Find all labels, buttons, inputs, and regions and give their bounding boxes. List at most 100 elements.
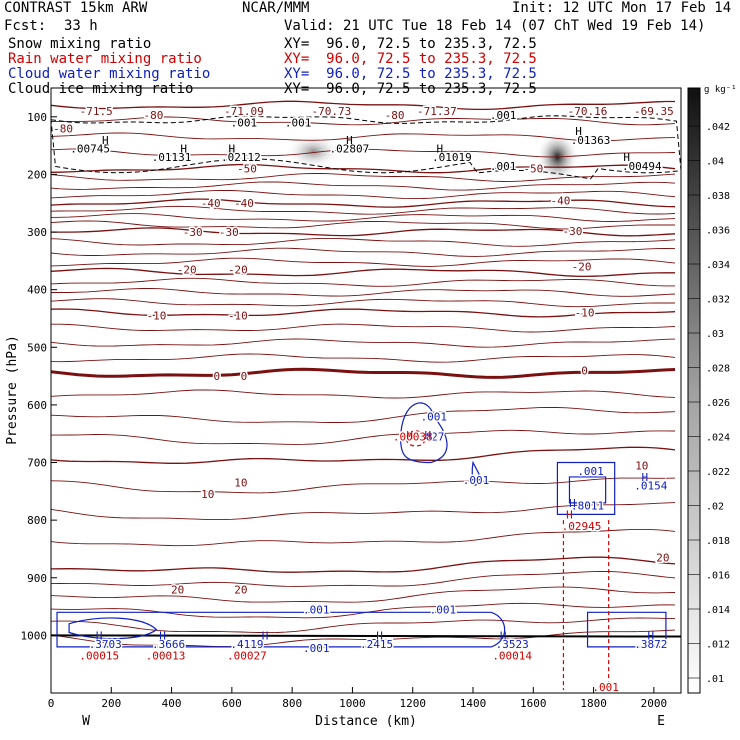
cloud-water-label: .4119 [230,638,263,651]
temperature-contour [51,502,676,521]
cloud-ice-label: .01363 [571,134,611,147]
snow-blob [222,142,241,161]
fcst-value: 33 h [64,18,98,34]
temperature-contour [51,198,676,208]
colorbar-tick-label: .01 [706,674,724,685]
temperature-contour [51,389,676,399]
field-cloud-ice-xy: XY= 96.0, 72.5 to 235.3, 72.5 [284,81,537,97]
temperature-contour [51,213,676,222]
temperature-label: 10 [234,477,247,490]
x-west-label: W [82,714,90,729]
x-tick-label: 1800 [580,697,607,710]
temperature-contour [51,148,676,158]
max-marker: H [180,143,187,156]
temperature-label: -40 [234,197,254,210]
temperature-contour [51,353,676,363]
init-time: Init: 12 UTC Mon 17 Feb 14 [512,0,732,16]
x-tick-label: 600 [222,697,242,710]
y-tick-label: 600 [27,399,47,412]
rain-contour [406,430,426,447]
temperature-label: -20 [177,264,197,277]
plot-frame [50,87,682,694]
rain-contour [562,520,610,691]
max-marker: H [262,629,269,642]
temperature-label: -40 [201,197,221,210]
cloud-water-label: .001 [463,474,490,487]
temperature-label: -20 [572,261,592,274]
x-east-label: E [657,714,665,729]
temperature-label: -71.5 [80,105,113,118]
cloud-ice-label: .01019 [432,151,472,164]
max-marker: H [642,471,649,484]
cloud-water-contour [471,460,480,486]
temperature-label: -80 [385,109,405,122]
y-tick-label: 500 [27,341,47,354]
temperature-contour [51,288,676,297]
colorbar-tick-label: .04 [706,157,724,168]
rain-label: .00038 [393,431,433,444]
temperature-label: -71.09 [224,105,264,118]
temperature-contour [51,132,676,142]
max-marker: H [437,143,444,156]
temperature-contour [51,220,675,230]
y-tick-label: 400 [27,284,47,297]
field-snow-xy: XY= 96.0, 72.5 to 235.3, 72.5 [284,36,537,52]
temperature-label: 0 [581,364,588,377]
x-tick-label: 200 [101,697,121,710]
x-tick-label: 0 [48,697,55,710]
colorbar-tick-label: .026 [706,398,730,409]
colorbar-tick-label: .032 [706,295,730,306]
temperature-contour [51,323,676,333]
temperature-label: -50 [237,163,257,176]
colorbar-tick-label: .02 [706,502,724,513]
colorbar-tick-label: .03 [706,329,724,340]
temperature-label: 10 [635,459,648,472]
rain-label: .02945 [562,520,602,533]
colorbar-tick-label: .016 [706,571,730,582]
cloud-ice-label: .02807 [330,143,370,156]
max-marker: H [406,429,413,442]
rain-label: .00027 [227,650,267,663]
cloud-water-label: .3872 [634,638,667,651]
cloud-water-label: .0154 [634,480,667,493]
temperature-label: -10 [228,310,248,323]
max-marker: H [566,508,573,521]
temperature-label: 10 [201,488,214,501]
temperature-contour [51,227,676,237]
temperature-label: -30 [183,226,203,239]
colorbar-tick-label: .034 [706,260,730,271]
temperature-contour [51,406,676,423]
temperature-contour [51,602,676,619]
temperature-contour [51,181,676,191]
max-marker: H [500,629,507,642]
temperature-contour [51,556,676,573]
temperature-contour [51,477,676,494]
field-rain-xy: XY= 96.0, 72.5 to 235.3, 72.5 [284,51,537,67]
temperature-label: 20 [656,552,669,565]
temperature-label: 0 [241,370,248,383]
y-tick-label: 100 [27,111,47,124]
max-marker: H [424,429,431,442]
x-tick-label: 1600 [520,697,547,710]
cloud-water-label: .3523 [496,638,529,651]
temperature-contour [51,429,676,445]
colorbar-tick-label: .022 [706,467,730,478]
cloud-ice-label: .00745 [70,143,110,156]
cloud-ice-contour [51,115,681,180]
colorbar-tick-label: .018 [706,536,730,547]
cloud-ice-label: .02112 [221,151,261,164]
y-tick-label: 900 [27,572,47,585]
temperature-label: -30 [219,226,239,239]
temperature-contour [51,367,676,379]
rain-label: .00013 [146,650,186,663]
temperature-contour [51,298,675,308]
max-marker: H [376,629,383,642]
cloud-ice-label: .001 [231,117,258,130]
cloud-water-label: .3666 [152,638,185,651]
x-tick-label: 400 [162,697,182,710]
cloud-water-label: .2415 [360,638,393,651]
cloud-ice-label: .001 [490,109,517,122]
temperature-contour [51,277,675,287]
temperature-contour [51,338,676,348]
temperature-contour [51,629,676,648]
